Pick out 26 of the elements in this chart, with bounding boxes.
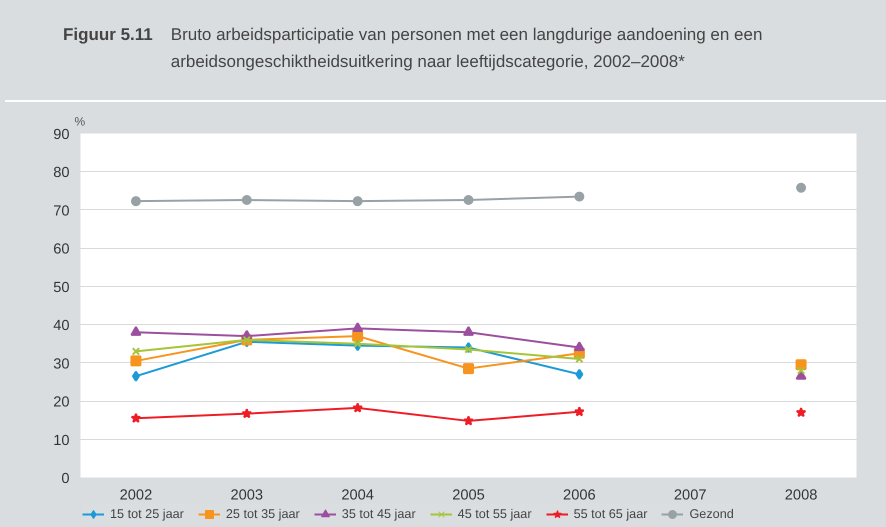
legend-label: 35 tot 45 jaar [342,507,416,521]
legend-label: 55 tot 65 jaar [574,507,648,521]
y-tick-label: 0 [61,471,70,487]
x-tick-label: 2006 [563,488,596,504]
y-tick-label: 20 [53,394,70,411]
legend-label: 45 tot 55 jaar [458,507,532,521]
y-tick-label: 60 [53,242,70,258]
chart-title: Figuur 5.11 [63,24,153,46]
y-tick-label: 40 [53,318,70,334]
legend-label: 15 tot 25 jaar [110,507,184,521]
y-tick-label: 10 [53,432,70,449]
y-axis-title: % [74,114,86,128]
x-tick-label: 2004 [341,488,374,504]
y-tick-label: 90 [53,127,70,143]
x-tick-label: 2003 [230,488,264,504]
y-tick-label: 50 [53,280,70,296]
y-tick-label: 70 [53,203,70,220]
chart-subtitle: Bruto arbeidsparticipatie van personen met een langdurige aandoening en een arbeidsongeschiktheidsuitkering naar leeftijdscategorie, 2002–2008* [170,24,764,74]
y-tick-label: 80 [53,165,70,182]
x-tick-label: 2007 [674,488,707,504]
x-tick-label: 2002 [120,488,152,504]
y-tick-label: 30 [53,356,70,372]
legend-label: Gezond [689,507,734,521]
x-tick-label: 2008 [784,488,818,504]
legend-label: 25 tot 35 jaar [226,507,300,521]
x-tick-label: 2005 [452,488,485,504]
